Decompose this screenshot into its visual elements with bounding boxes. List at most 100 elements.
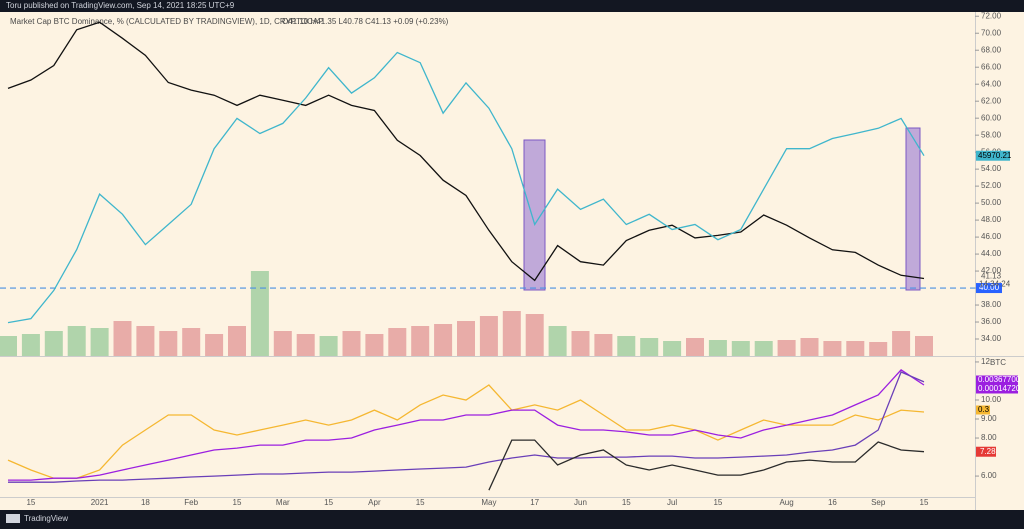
legend-title: Market Cap BTC Dominance, % (CALCULATED … xyxy=(10,17,324,26)
y-tick-label: 72.00 xyxy=(981,11,1002,20)
x-tick-label: Apr xyxy=(368,498,381,507)
y-tick-label: 36.00 xyxy=(981,317,1002,326)
price-label: 40.00 xyxy=(979,283,1000,292)
volume-bar xyxy=(800,338,819,356)
x-tick-label: Aug xyxy=(779,498,793,507)
price-label: 45970.21 xyxy=(978,151,1012,160)
volume-bar xyxy=(319,336,338,356)
x-tick-label: Jul xyxy=(667,498,677,507)
volume-bar xyxy=(731,341,750,356)
volume-bar xyxy=(411,326,430,356)
volume-bar xyxy=(0,336,17,356)
volume-bar xyxy=(182,328,201,356)
y-tick-label: 8.00 xyxy=(981,433,997,442)
volume-bar xyxy=(434,324,453,356)
volume-bar xyxy=(67,326,86,356)
axis-unit: BTC xyxy=(990,358,1006,367)
volume-bar xyxy=(296,334,315,356)
volume-bar xyxy=(663,341,682,356)
x-tick-label: 17 xyxy=(530,498,539,507)
volume-bar xyxy=(525,314,544,356)
price-label: 0.00014720 xyxy=(978,384,1021,393)
x-tick-label: 18 xyxy=(141,498,150,507)
volume-bar xyxy=(708,340,727,356)
x-tick-label: Mar xyxy=(276,498,290,507)
price-label: 0.00367700 xyxy=(978,375,1021,384)
y-tick-label: 58.00 xyxy=(981,130,1002,139)
series-line xyxy=(7,384,925,479)
price-label: 0.3 xyxy=(978,405,990,414)
x-tick-label: 15 xyxy=(920,498,929,507)
volume-bar xyxy=(365,334,384,356)
series-line xyxy=(7,51,925,324)
volume-bar xyxy=(915,336,933,356)
y-tick-label: 52.00 xyxy=(981,181,1002,190)
volume-bar xyxy=(617,336,636,356)
volume-bar xyxy=(205,334,224,356)
price-label-bg xyxy=(976,405,990,415)
x-tick-label: Sep xyxy=(871,498,886,507)
footer-brand: TradingView xyxy=(24,514,68,523)
volume-bar xyxy=(21,334,40,356)
countdown: 14:34:24 xyxy=(979,280,1011,289)
price-label-bg xyxy=(976,384,1018,394)
volume-bar xyxy=(44,331,63,356)
series-line xyxy=(8,369,925,481)
y-tick-label: 54.00 xyxy=(981,164,1002,173)
x-tick-label: 2021 xyxy=(91,498,109,507)
y-tick-label: 42.00 xyxy=(981,266,1002,275)
volume-bar xyxy=(502,311,521,356)
x-tick-label: Feb xyxy=(184,498,198,507)
y-tick-label: 66.00 xyxy=(981,62,1002,71)
volume-bar xyxy=(90,328,109,356)
y-tick-label: 70.00 xyxy=(981,28,1002,37)
volume-bar xyxy=(113,321,132,356)
volume-bar xyxy=(846,341,865,356)
volume-bar xyxy=(640,338,659,356)
y-tick-label: 34.00 xyxy=(981,334,1002,343)
y-tick-label: 6.00 xyxy=(981,471,997,480)
y-tick-label: 9.00 xyxy=(981,414,997,423)
logo xyxy=(6,514,20,523)
x-tick-label: 15 xyxy=(416,498,425,507)
volume-bar xyxy=(479,316,498,356)
y-tick-label: 38.00 xyxy=(981,300,1002,309)
x-tick-label: 15 xyxy=(622,498,631,507)
price-label-bg xyxy=(976,375,1018,385)
price-label: 7.28 xyxy=(980,447,996,456)
price-label-bg xyxy=(976,283,1002,294)
volume-bar xyxy=(457,321,475,356)
volume-bar xyxy=(571,331,590,356)
header-text: Toru published on TradingView.com, Sep 1… xyxy=(6,1,235,10)
series-line xyxy=(488,439,925,491)
y-tick-label: 48.00 xyxy=(981,215,1002,224)
x-tick-label: 15 xyxy=(233,498,242,507)
volume-bar xyxy=(136,326,155,356)
volume-bar xyxy=(823,341,842,356)
highlight-box xyxy=(523,139,546,291)
price-label-bg xyxy=(976,150,1010,161)
legend-ohlc: O41.10 H41.35 L40.78 C41.13 +0.09 (+0.23… xyxy=(282,17,449,26)
volume-bar xyxy=(754,341,773,356)
volume-bar xyxy=(777,340,796,356)
volume-bar xyxy=(228,326,246,356)
y-tick-label: 12. xyxy=(981,357,992,366)
highlight-box xyxy=(905,127,921,291)
volume-bar xyxy=(686,338,704,356)
volume-bar xyxy=(548,326,567,356)
volume-bar xyxy=(273,331,292,356)
y-tick-label: 64.00 xyxy=(981,79,1002,88)
y-tick-label: 44.00 xyxy=(981,249,1002,258)
y-tick-label: 62.00 xyxy=(981,96,1002,105)
x-tick-label: 15 xyxy=(26,498,35,507)
y-tick-label: 46.00 xyxy=(981,232,1002,241)
series-line xyxy=(7,21,925,282)
x-tick-label: May xyxy=(481,498,496,507)
y-tick-label: 68.00 xyxy=(981,45,1002,54)
volume-bar xyxy=(250,271,269,356)
volume-bar xyxy=(594,334,613,356)
x-tick-label: 15 xyxy=(713,498,722,507)
y-tick-label: 60.00 xyxy=(981,113,1002,122)
